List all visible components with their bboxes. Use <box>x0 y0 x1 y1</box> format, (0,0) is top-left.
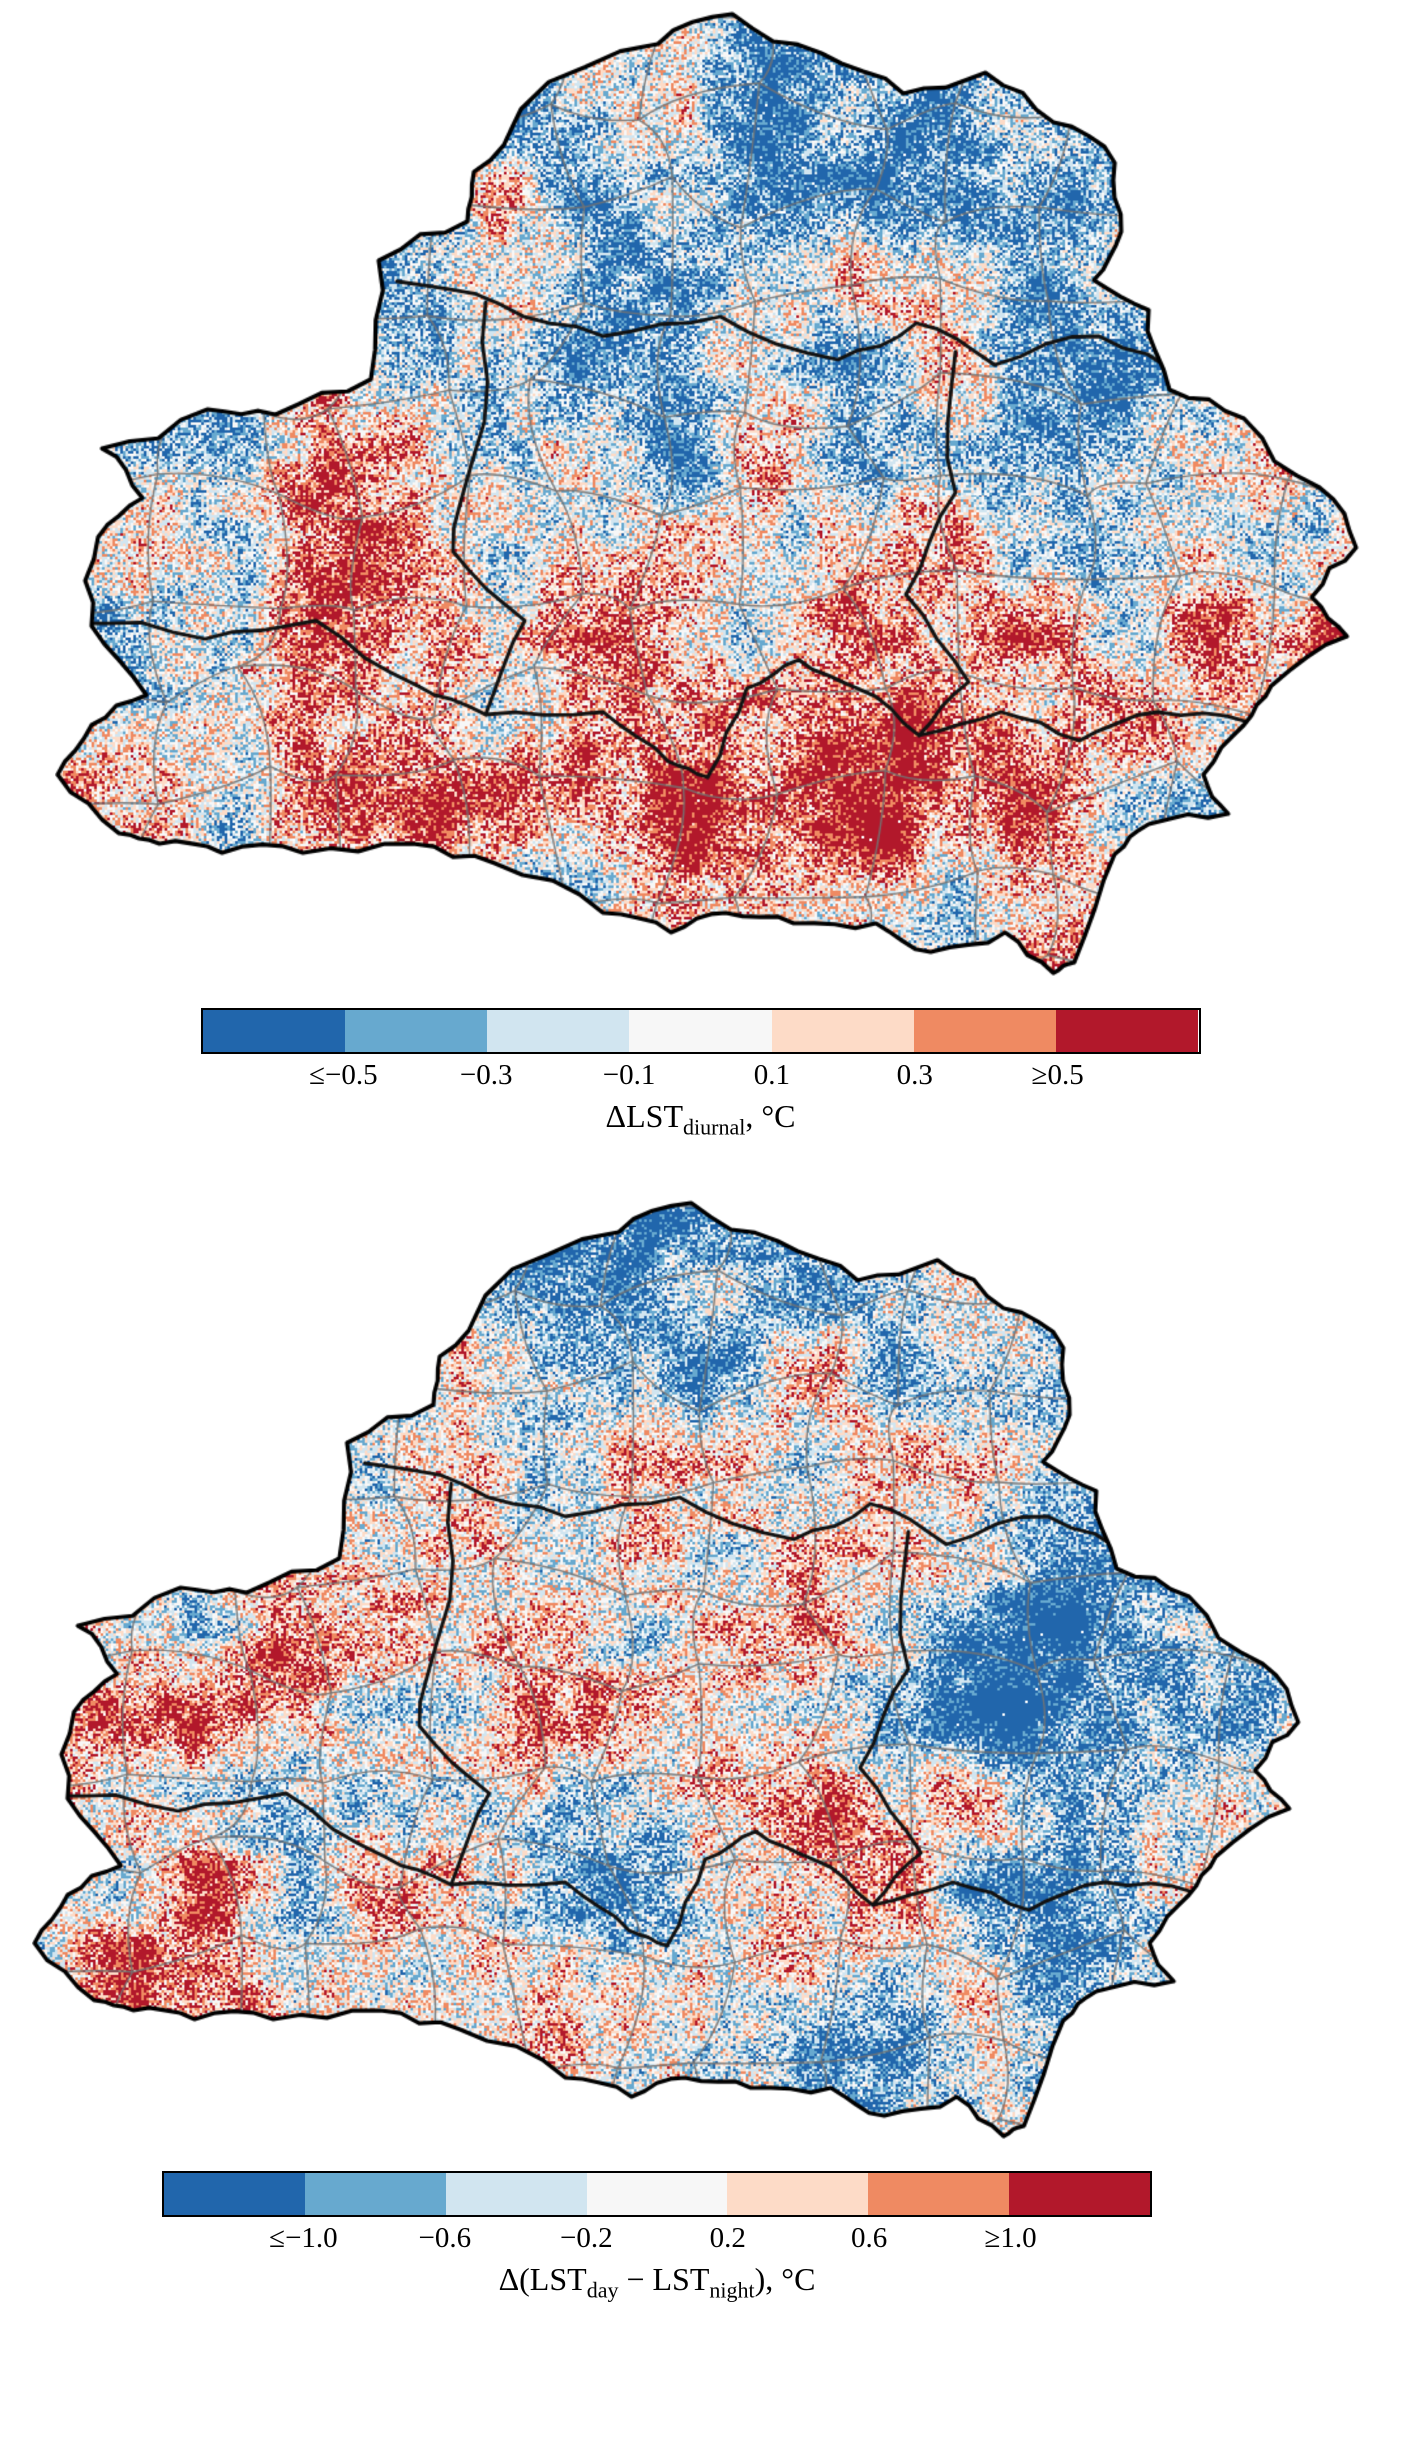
colorbar-tick-label: ≤−1.0 <box>269 2221 338 2254</box>
colorbar-ticks: ≤−1.0 −0.6 −0.2 0.2 0.6 ≥1.0 <box>162 2217 1152 2259</box>
caption-subscript: diurnal <box>683 1114 746 1140</box>
colorbar-segment <box>202 1010 345 1053</box>
panel-lst-diurnal: ≤−0.5 −0.3 −0.1 0.1 0.3 ≥0.5 ΔLSTdiurnal, °C <box>0 10 1401 1141</box>
colorbar-segment <box>445 2172 587 2215</box>
colorbar-segment <box>164 2172 305 2215</box>
colorbar-tick-label: −0.1 <box>602 1059 656 1092</box>
colorbar-tick-label: 0.3 <box>896 1059 933 1092</box>
figure-page: ≤−0.5 −0.3 −0.1 0.1 0.3 ≥0.5 ΔLSTdiurnal, °C … <box>0 10 1401 2304</box>
colorbar-caption-diurnal: ΔLSTdiurnal, °C <box>201 1098 1201 1140</box>
caption-wrap: ΔLSTdiurnal, °C <box>201 1098 1201 1140</box>
panel-lst-day-night: ≤−1.0 −0.6 −0.2 0.2 0.6 ≥1.0 Δ(LSTday − LSTni… <box>0 1198 1401 2304</box>
colorbar-ticks: ≤−0.5 −0.3 −0.1 0.1 0.3 ≥0.5 <box>201 1054 1201 1096</box>
colorbar-segment <box>913 1010 1057 1053</box>
caption-part: ΔLST <box>605 1098 683 1135</box>
legend-lst-diurnal: ≤−0.5 −0.3 −0.1 0.1 0.3 ≥0.5 ΔLSTdiurnal, °C <box>0 1008 1401 1140</box>
colorbar-tick-label: 0.1 <box>753 1059 791 1092</box>
colorbar-segment <box>629 1010 772 1053</box>
colorbar-tick-label: 0.2 <box>709 2221 746 2254</box>
colorbar-tick-label: ≥1.0 <box>984 2221 1037 2254</box>
caption-subscript: day <box>586 2277 619 2303</box>
colorbar-segment <box>487 1010 630 1053</box>
caption-part: , °C <box>745 1098 796 1135</box>
colorbar-tick-label: −0.3 <box>459 1059 513 1092</box>
colorbar-gradient <box>200 1008 1201 1055</box>
colorbar-tick-label: ≤−0.5 <box>309 1059 378 1092</box>
colorbar-gradient <box>162 2170 1152 2217</box>
colorbar-block: ≤−0.5 −0.3 −0.1 0.1 0.3 ≥0.5 <box>200 1008 1201 1096</box>
colorbar-segment <box>771 1010 914 1053</box>
caption-part: − LST <box>618 2260 710 2297</box>
caption-part: ), °C <box>754 2260 816 2297</box>
legend-lst-day-night: ≤−1.0 −0.6 −0.2 0.2 0.6 ≥1.0 Δ(LSTday − LSTni… <box>0 2170 1401 2303</box>
colorbar-block: ≤−1.0 −0.6 −0.2 0.2 0.6 ≥1.0 Δ(LSTday − LSTni… <box>162 2170 1152 2303</box>
colorbar-tick-label: −0.6 <box>418 2221 472 2254</box>
colorbar-segment <box>868 2172 1010 2215</box>
colorbar-segment <box>1056 1010 1199 1053</box>
colorbar-caption-day-night: Δ(LSTday − LSTnight), °C <box>162 2261 1152 2303</box>
belarus-map-lst-day-night <box>32 1198 1302 2145</box>
caption-subscript: night <box>709 2277 755 2303</box>
colorbar-tick-label: ≥0.5 <box>1031 1059 1084 1092</box>
colorbar-tick-label: −0.2 <box>559 2221 613 2254</box>
colorbar-segment <box>586 2172 728 2215</box>
colorbar-segment <box>1009 2172 1151 2215</box>
caption-part: Δ(LST <box>498 2260 587 2297</box>
colorbar-segment <box>727 2172 869 2215</box>
colorbar-segment <box>304 2172 446 2215</box>
colorbar-segment <box>344 1010 488 1053</box>
colorbar-tick-label: 0.6 <box>851 2221 888 2254</box>
belarus-map-lst-diurnal <box>55 10 1360 983</box>
